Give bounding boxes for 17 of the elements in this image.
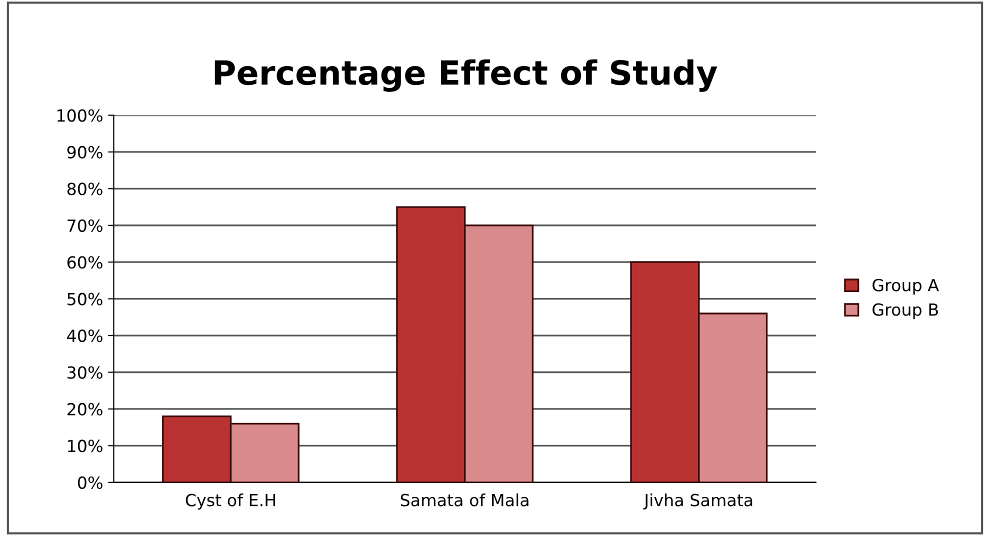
y-tick-label: 40% (67, 330, 102, 342)
y-tick-label: 20% (67, 402, 102, 416)
chart-title: Percentage Effect of Study (214, 59, 718, 92)
y-tick-label: 0% (78, 476, 102, 489)
y-tick-label: 60% (67, 256, 102, 269)
x-tick-label: Jivha Samata (643, 494, 752, 510)
y-tick-label: 80% (67, 182, 102, 196)
y-tick-label: 50% (68, 292, 102, 306)
legend-label: Group B (872, 303, 938, 320)
x-tick-label: Cyst of E.H (186, 494, 275, 510)
y-tick-label: 10% (68, 440, 102, 452)
legend-label: Group A (872, 278, 939, 295)
y-tick-label: 30% (68, 366, 102, 379)
x-tick-label: Samata of Mala (400, 494, 528, 506)
y-tick-label: 100% (58, 109, 102, 122)
y-tick-label: 70% (68, 219, 102, 232)
y-tick-label: 90% (67, 146, 102, 159)
